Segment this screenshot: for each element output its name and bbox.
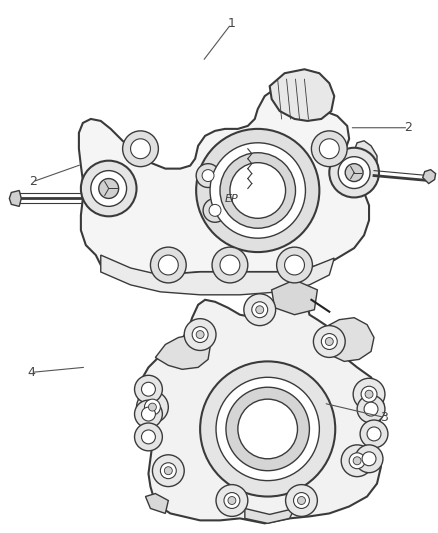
- Circle shape: [123, 131, 159, 167]
- Circle shape: [134, 375, 162, 403]
- Circle shape: [203, 198, 227, 222]
- Circle shape: [184, 319, 216, 351]
- Text: 2: 2: [404, 121, 412, 134]
- Circle shape: [220, 153, 296, 228]
- Circle shape: [210, 143, 305, 238]
- Circle shape: [159, 255, 178, 275]
- Polygon shape: [270, 69, 334, 121]
- Polygon shape: [272, 280, 318, 314]
- Circle shape: [277, 247, 312, 283]
- Circle shape: [141, 407, 155, 421]
- Circle shape: [311, 131, 347, 167]
- Circle shape: [160, 463, 176, 479]
- Circle shape: [357, 395, 385, 423]
- Circle shape: [325, 337, 333, 345]
- Polygon shape: [423, 169, 436, 183]
- Circle shape: [238, 399, 297, 459]
- Circle shape: [256, 306, 264, 314]
- Polygon shape: [245, 508, 294, 523]
- Polygon shape: [321, 318, 374, 361]
- Circle shape: [367, 427, 381, 441]
- Polygon shape: [145, 494, 168, 513]
- Circle shape: [145, 399, 160, 415]
- Circle shape: [314, 326, 345, 358]
- Circle shape: [321, 334, 337, 350]
- Polygon shape: [354, 141, 377, 190]
- Circle shape: [224, 492, 240, 508]
- Circle shape: [196, 129, 319, 252]
- Polygon shape: [79, 86, 369, 275]
- Circle shape: [286, 484, 318, 516]
- Circle shape: [252, 302, 268, 318]
- Circle shape: [134, 423, 162, 451]
- Circle shape: [353, 457, 361, 465]
- Text: 1: 1: [227, 18, 235, 30]
- Circle shape: [345, 164, 363, 182]
- Circle shape: [361, 386, 377, 402]
- Circle shape: [338, 157, 370, 189]
- Circle shape: [141, 382, 155, 396]
- Circle shape: [360, 420, 388, 448]
- Circle shape: [329, 148, 379, 197]
- Circle shape: [141, 430, 155, 444]
- Circle shape: [134, 400, 162, 428]
- Circle shape: [216, 377, 319, 481]
- Polygon shape: [138, 288, 384, 523]
- Circle shape: [228, 497, 236, 504]
- Circle shape: [353, 378, 385, 410]
- Circle shape: [200, 361, 335, 497]
- Text: EP: EP: [225, 195, 239, 205]
- Circle shape: [297, 497, 305, 504]
- Circle shape: [152, 455, 184, 487]
- Circle shape: [150, 247, 186, 283]
- Circle shape: [148, 403, 156, 411]
- Circle shape: [349, 453, 365, 469]
- Circle shape: [364, 402, 378, 416]
- Circle shape: [81, 160, 137, 216]
- Circle shape: [212, 247, 248, 283]
- Circle shape: [164, 467, 172, 475]
- Circle shape: [91, 171, 127, 206]
- Polygon shape: [155, 335, 210, 369]
- Circle shape: [244, 294, 276, 326]
- Circle shape: [341, 445, 373, 477]
- Text: 4: 4: [27, 366, 35, 379]
- Circle shape: [196, 164, 220, 188]
- Circle shape: [137, 391, 168, 423]
- Text: 3: 3: [381, 411, 389, 424]
- Circle shape: [226, 387, 309, 471]
- Circle shape: [230, 163, 286, 219]
- Circle shape: [131, 139, 150, 159]
- Circle shape: [192, 327, 208, 343]
- Circle shape: [220, 255, 240, 275]
- Circle shape: [362, 452, 376, 466]
- Circle shape: [355, 445, 383, 473]
- Text: 2: 2: [29, 175, 37, 188]
- Circle shape: [293, 492, 309, 508]
- Circle shape: [319, 139, 339, 159]
- Polygon shape: [101, 255, 334, 295]
- Polygon shape: [9, 190, 21, 206]
- Circle shape: [285, 255, 304, 275]
- Circle shape: [365, 390, 373, 398]
- Circle shape: [196, 330, 204, 338]
- Circle shape: [202, 169, 214, 182]
- Circle shape: [216, 484, 248, 516]
- Circle shape: [209, 204, 221, 216]
- Circle shape: [99, 179, 119, 198]
